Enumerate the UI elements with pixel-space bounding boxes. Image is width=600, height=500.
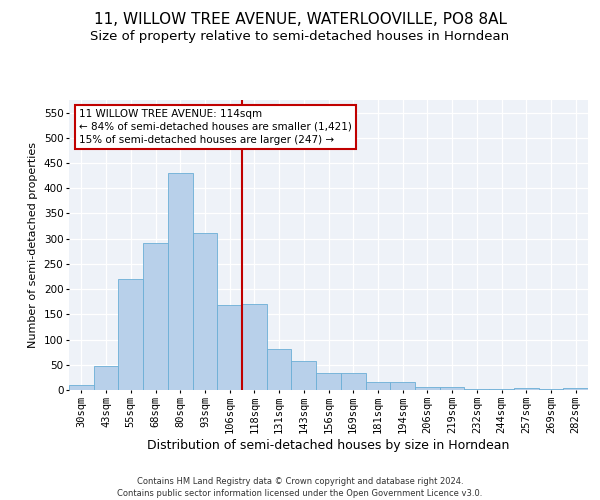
Bar [193,232,217,390]
Bar [242,304,267,390]
Bar [563,388,588,390]
Bar [143,243,168,390]
Bar [69,385,94,390]
Bar [390,382,415,390]
Bar [267,348,292,390]
Bar [217,306,242,390]
Bar [316,374,341,390]
Bar [415,388,440,390]
Bar [489,389,514,390]
Bar [341,374,365,390]
Text: 11 WILLOW TREE AVENUE: 114sqm
← 84% of semi-detached houses are smaller (1,421)
: 11 WILLOW TREE AVENUE: 114sqm ← 84% of s… [79,108,352,145]
Bar [440,388,464,390]
X-axis label: Distribution of semi-detached houses by size in Horndean: Distribution of semi-detached houses by … [148,438,509,452]
Bar [94,366,118,390]
Text: Size of property relative to semi-detached houses in Horndean: Size of property relative to semi-detach… [91,30,509,43]
Bar [168,173,193,390]
Bar [365,382,390,390]
Bar [118,278,143,390]
Y-axis label: Number of semi-detached properties: Number of semi-detached properties [28,142,38,348]
Bar [464,389,489,390]
Text: 11, WILLOW TREE AVENUE, WATERLOOVILLE, PO8 8AL: 11, WILLOW TREE AVENUE, WATERLOOVILLE, P… [94,12,506,28]
Bar [514,388,539,390]
Bar [292,362,316,390]
Text: Contains HM Land Registry data © Crown copyright and database right 2024.
Contai: Contains HM Land Registry data © Crown c… [118,476,482,498]
